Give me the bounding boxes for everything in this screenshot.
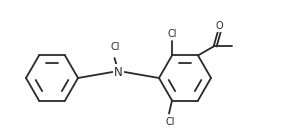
Text: Cl: Cl [165, 116, 175, 126]
Text: O: O [215, 22, 223, 32]
Text: Cl: Cl [111, 42, 120, 52]
Text: N: N [114, 65, 123, 79]
Text: Cl: Cl [167, 29, 177, 39]
